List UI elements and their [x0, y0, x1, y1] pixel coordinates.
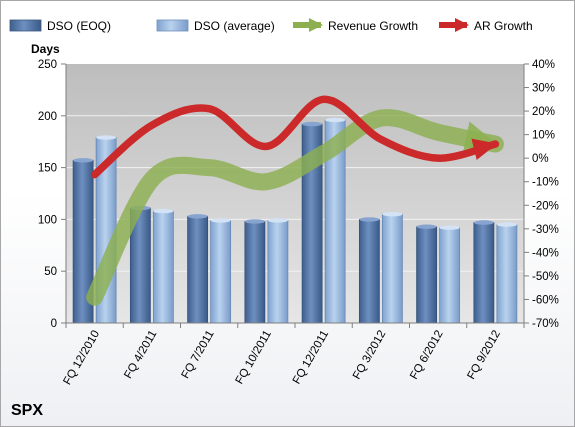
y-tick-label: 0 — [51, 318, 57, 330]
bar-cap — [96, 135, 117, 140]
y2-tick-label: -30% — [532, 224, 559, 236]
bar-dso-eoq — [473, 222, 495, 324]
legend-swatch-dso-average — [156, 19, 189, 32]
bars — [72, 117, 518, 324]
y2-tick-label: 40% — [532, 59, 555, 71]
bar-dso-eoq — [358, 218, 380, 324]
y-axis-title: Days — [31, 42, 60, 56]
bar-cap — [187, 214, 208, 219]
y-tick-label: 250 — [38, 59, 57, 71]
y-tick-label: 150 — [38, 163, 57, 175]
bar-cap — [382, 212, 403, 217]
legend-label-dso-eoq: DSO (EOQ) — [47, 19, 111, 33]
bar-dso-average — [267, 220, 289, 324]
y2-tick-label: 0% — [532, 153, 549, 165]
line-revenue-growth — [86, 109, 504, 306]
y-tick-label: 50 — [44, 266, 57, 278]
bar-cap — [416, 224, 437, 229]
bar-cap — [153, 208, 174, 214]
bar-cap — [473, 220, 494, 225]
x-tick-label: FQ 12/2010 — [61, 329, 102, 388]
bar-dso-eoq — [187, 215, 209, 324]
x-tick-label: FQ 12/2011 — [291, 329, 331, 387]
y2-tick-label: 10% — [532, 130, 555, 142]
legend-label-dso-average: DSO (average) — [194, 19, 275, 33]
legend-label-ar-growth: AR Growth — [474, 19, 533, 33]
x-tick-label: FQ 9/2012 — [465, 329, 503, 382]
bar-cap — [325, 117, 346, 123]
bar-dso-average — [152, 210, 174, 324]
bar-dso-average — [381, 213, 403, 324]
x-tick-label: FQ 7/2011 — [180, 329, 217, 381]
legend: DSO (EOQ) DSO (average) Revenue Growth A… — [9, 18, 533, 33]
y2-tick-label: -70% — [532, 318, 559, 330]
y2-tick-label: -60% — [532, 294, 559, 306]
bar-dso-average — [210, 220, 232, 324]
bar-cap — [439, 225, 460, 230]
bar-dso-average — [439, 227, 461, 324]
growth-lines — [86, 95, 504, 306]
x-tick-label: FQ 3/2012 — [351, 329, 389, 382]
bar-cap — [267, 218, 288, 223]
bar-cap — [73, 158, 94, 163]
y2-tick-label: -50% — [532, 271, 559, 283]
y2-tick-label: -40% — [532, 247, 559, 259]
bar-dso-eoq — [416, 226, 438, 324]
y2-tick-label: 30% — [532, 83, 555, 95]
bar-dso-eoq — [244, 221, 266, 324]
company-label: SPX — [11, 402, 43, 419]
x-tick-label: FQ 4/2011 — [122, 329, 159, 381]
y2-tick-label: 20% — [532, 106, 555, 118]
bar-cap — [496, 222, 517, 227]
x-tick-label: FQ 10/2011 — [234, 329, 274, 387]
y2-tick-label: -10% — [532, 177, 559, 189]
x-tick-label: FQ 6/2012 — [408, 329, 446, 382]
bar-dso-average — [496, 224, 518, 324]
bar-cap — [359, 217, 380, 222]
bar-cap — [244, 219, 265, 224]
legend-label-revenue-growth: Revenue Growth — [328, 19, 418, 33]
legend-swatch-dso-eoq — [9, 19, 42, 32]
y-tick-label: 100 — [38, 214, 57, 226]
bar-cap — [210, 218, 231, 223]
y-tick-label: 200 — [38, 111, 57, 123]
bar-cap — [302, 121, 323, 127]
y2-tick-label: -20% — [532, 200, 559, 212]
line-ar-growth — [90, 95, 500, 179]
